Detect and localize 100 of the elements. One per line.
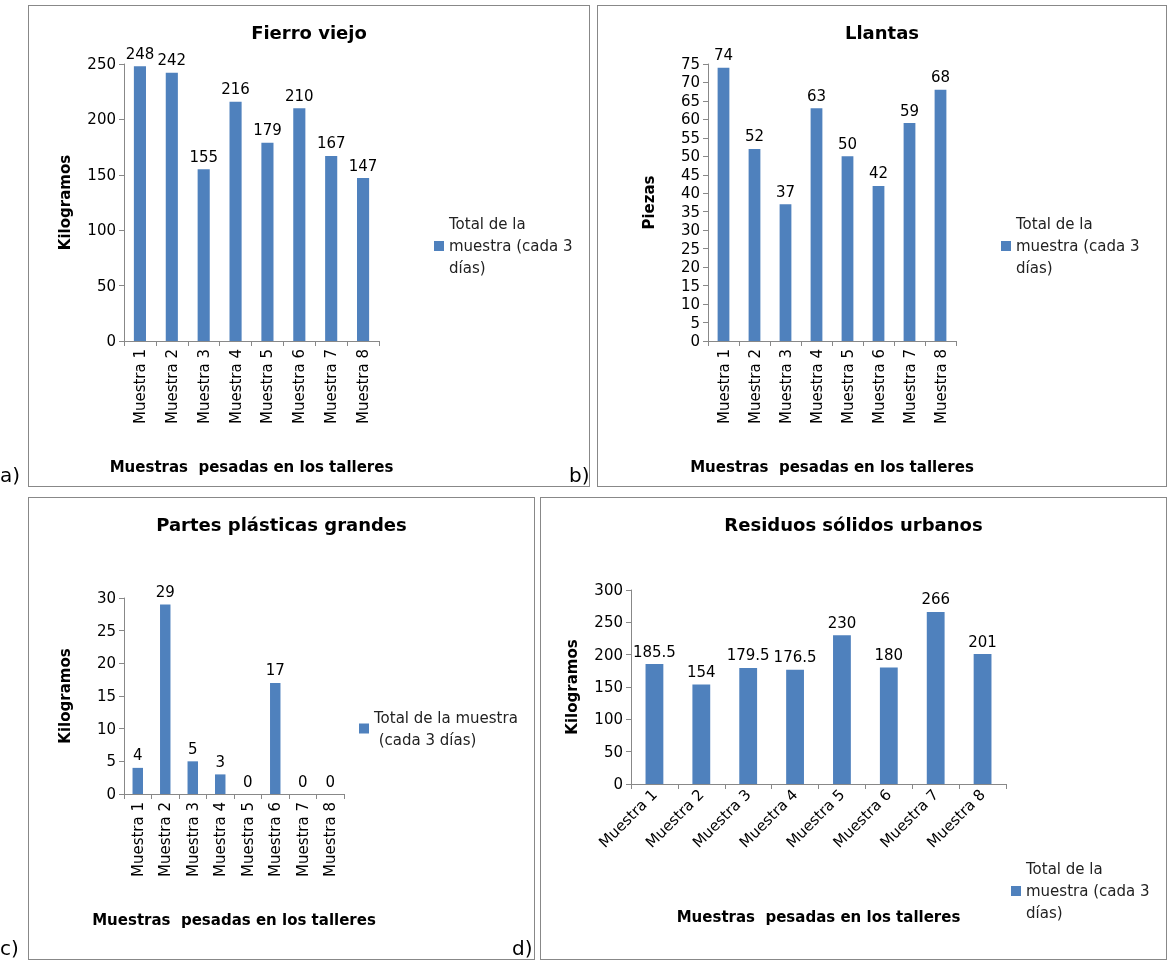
x-tick-label: Muestra 6 (266, 802, 285, 878)
y-axis-title: Kilogramos (55, 154, 74, 251)
x-axis-title: Muestras pesadas en los talleres (92, 910, 376, 929)
data-label: 3 (215, 752, 226, 771)
bar (215, 774, 226, 794)
data-label: 63 (806, 86, 827, 105)
y-tick-label: 25 (680, 239, 700, 258)
data-label: 242 (157, 51, 187, 70)
data-label: 68 (930, 68, 951, 87)
y-tick-label: 35 (680, 202, 700, 221)
x-tick-label: Muestra 7 (322, 349, 341, 425)
y-tick-label: 65 (680, 91, 700, 110)
chart-title: Residuos sólidos urbanos (724, 513, 983, 535)
y-tick-label: 100 (87, 221, 116, 240)
y-tick-label: 150 (594, 678, 623, 696)
chart-title: Fierro viejo (251, 21, 367, 43)
bar (293, 108, 306, 341)
y-tick-label: 0 (106, 785, 116, 803)
x-tick-label: Muestra 1 (130, 349, 149, 425)
x-tick-label: Muestra 3 (776, 349, 795, 425)
x-tick-label: Muestra 8 (354, 349, 373, 425)
data-label: 216 (221, 80, 250, 99)
data-label: 0 (242, 772, 253, 791)
bar (357, 178, 370, 341)
y-tick-label: 200 (87, 110, 116, 129)
x-tick-label: Muestra 1 (714, 349, 733, 425)
y-tick-label: 25 (96, 621, 116, 640)
data-label: 0 (297, 772, 308, 791)
x-tick-label: Muestra 3 (194, 349, 213, 425)
data-label: 42 (868, 164, 889, 183)
y-tick-label: 60 (680, 110, 700, 129)
legend-label: Total de la muestra (cada 3 días) (1025, 860, 1155, 922)
bar (270, 682, 281, 794)
bar (903, 123, 916, 341)
x-tick-label: Muestra 1 (128, 802, 147, 878)
x-tick-label: Muestra 4 (807, 349, 826, 425)
y-tick-label: 0 (613, 775, 623, 793)
data-label: 50 (837, 134, 858, 153)
bar (645, 664, 664, 784)
data-label: 210 (284, 86, 314, 105)
data-label: 5 (187, 739, 198, 758)
y-tick-label: 20 (680, 258, 700, 277)
x-tick-label: Muestra 7 (293, 802, 312, 878)
data-label: 4 (132, 746, 143, 765)
text: d) (512, 936, 533, 960)
y-tick-label: 50 (603, 742, 623, 761)
x-axis-title: Muestras pesadas en los talleres (109, 457, 394, 476)
x-tick-label: Muestra 3 (183, 802, 202, 878)
legend-label: Total de la muestra (cada 3 días) (373, 708, 518, 749)
y-tick-label: 100 (594, 710, 623, 729)
bar (934, 89, 947, 341)
bar (692, 684, 711, 784)
y-tick-label: 15 (680, 276, 700, 295)
y-tick-label: 15 (96, 687, 116, 705)
data-label: 176.5 (773, 648, 817, 667)
bar (841, 156, 854, 341)
x-tick-label: Muestra 6 (869, 349, 888, 425)
bar (879, 667, 898, 784)
data-label: 74 (713, 46, 734, 65)
legend-label: Total de la muestra (cada 3 días) (448, 215, 578, 277)
data-label: 147 (348, 156, 378, 175)
y-axis-title: Kilogramos (562, 639, 581, 735)
y-tick-label: 30 (680, 221, 700, 240)
y-tick-label: 300 (594, 581, 623, 599)
data-label: 37 (775, 182, 796, 201)
bar (739, 667, 758, 784)
data-label: 29 (155, 583, 175, 602)
bar (229, 101, 242, 341)
chart-title: Llantas (844, 21, 920, 43)
bar (779, 204, 792, 341)
bar (926, 611, 945, 784)
x-tick-label: Muestra 7 (900, 349, 919, 425)
bar (833, 635, 851, 784)
data-label: 179 (253, 121, 282, 140)
y-tick-label: 200 (594, 645, 623, 664)
chart-title: Partes plásticas grandes (156, 513, 407, 535)
y-tick-label: 150 (87, 165, 116, 184)
x-tick-label: Muestra 5 (238, 802, 257, 878)
data-label: 266 (921, 590, 951, 609)
data-label: 59 (899, 101, 920, 120)
y-tick-label: 40 (680, 184, 700, 203)
x-tick-label: Muestra 6 (290, 349, 309, 425)
bar (748, 148, 761, 341)
y-tick-label: 5 (690, 313, 700, 332)
y-tick-label: 250 (594, 613, 623, 632)
x-tick-label: Muestra 2 (156, 802, 175, 878)
bar (325, 155, 338, 341)
data-label: 52 (744, 127, 765, 146)
bar (786, 669, 804, 784)
y-tick-label: 50 (96, 276, 116, 295)
x-axis-title: Muestras pesadas en los talleres (690, 457, 974, 476)
bar (133, 66, 146, 341)
bar (810, 108, 823, 341)
y-tick-label: 10 (680, 295, 700, 314)
data-label: 155 (189, 147, 219, 166)
text: a) (0, 463, 21, 487)
bar (717, 67, 730, 341)
data-label: 0 (325, 772, 336, 791)
y-tick-label: 250 (87, 55, 116, 73)
x-tick-label: Muestra 8 (321, 802, 340, 878)
